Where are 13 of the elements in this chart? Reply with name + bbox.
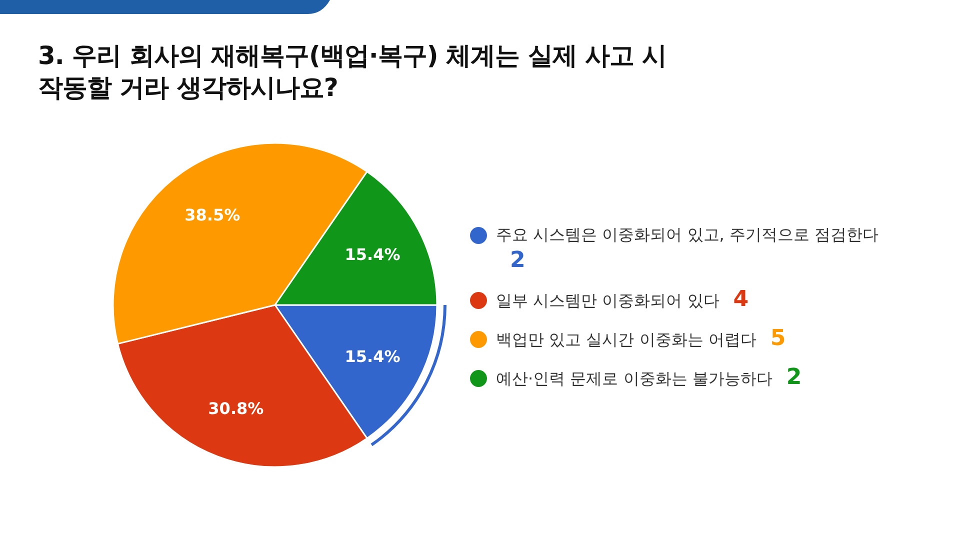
text: 4 xyxy=(733,287,749,312)
data-label: 30.8% xyxy=(208,399,264,418)
legend-label: 주요 시스템은 이중화되어 있고, 주기적으로 점검한다 xyxy=(496,225,879,244)
chart-title: 3. 우리 회사의 재해복구(백업·복구) 체계는 실제 사고 시 작동할 거라 생각하시나요? xyxy=(38,40,668,104)
legend-label: 예산·인력 문제로 이중화는 불가능하다 xyxy=(496,369,772,388)
data-label: 38.5% xyxy=(184,205,240,224)
text: 2 xyxy=(510,248,526,273)
legend-label: 백업만 있고 실시간 이중화는 어렵다 xyxy=(496,330,756,349)
legend-label: 일부 시스템만 이중화되어 있다 xyxy=(496,291,720,310)
data-label: 15.4% xyxy=(344,347,400,366)
text: 2 xyxy=(786,365,802,390)
text: 5 xyxy=(770,326,786,351)
data-label: 15.4% xyxy=(344,244,400,264)
